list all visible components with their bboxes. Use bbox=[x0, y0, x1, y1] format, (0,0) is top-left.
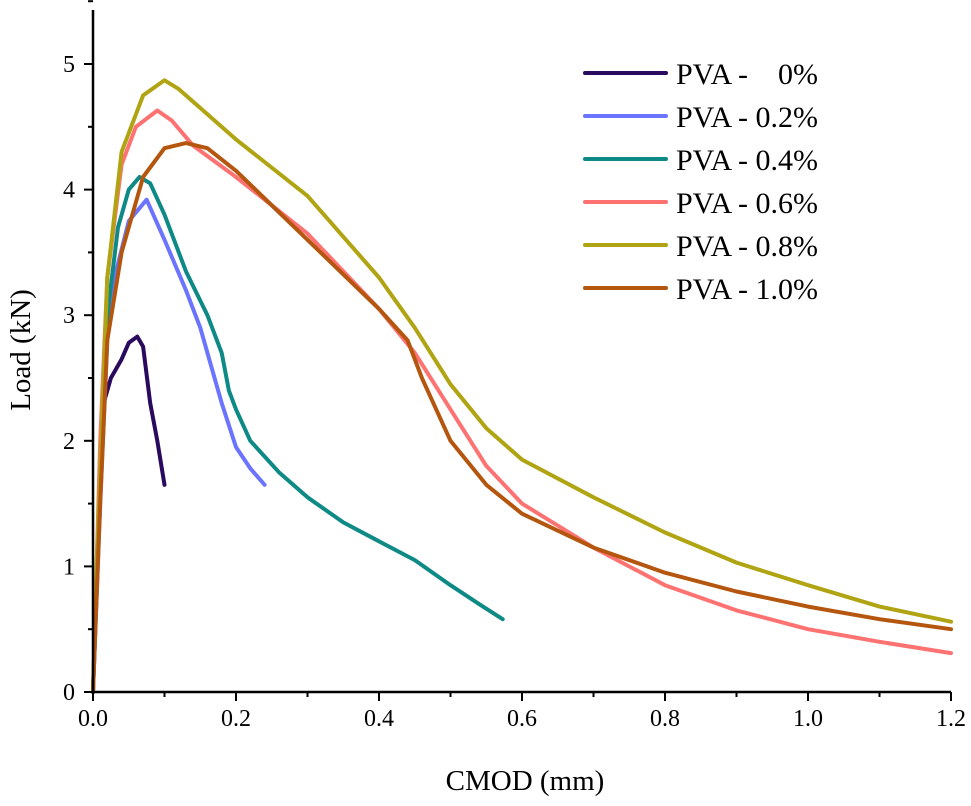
x-tick-label: 0.0 bbox=[78, 706, 108, 732]
series-line-5 bbox=[91, 141, 953, 694]
x-axis-label: CMOD (mm) bbox=[446, 765, 605, 797]
legend-label: PVA - 0% bbox=[676, 58, 818, 91]
tick-labels: 0.0 0.2 0.4 0.6 0.8 1.0 1.2 0 1 2 3 4 5 bbox=[63, 52, 966, 732]
y-tick-label: 4 bbox=[63, 178, 75, 204]
legend-item: PVA - 0.4% bbox=[583, 144, 818, 177]
legend-item: PVA - 0.8% bbox=[583, 230, 818, 263]
x-tick-label: 0.4 bbox=[364, 706, 394, 732]
legend-label: PVA - 0.6% bbox=[676, 187, 818, 220]
y-tick-label: 5 bbox=[63, 52, 75, 78]
series-line-4 bbox=[91, 78, 953, 694]
y-tick-label: 0 bbox=[63, 680, 75, 706]
series-line-2 bbox=[91, 175, 505, 694]
y-tick-label: 2 bbox=[63, 429, 75, 455]
series-layer bbox=[91, 78, 953, 694]
legend-item: PVA - 0% bbox=[583, 58, 818, 91]
x-tick-label: 0.8 bbox=[650, 706, 680, 732]
legend-item: PVA - 1.0% bbox=[583, 273, 818, 306]
legend-label: PVA - 0.8% bbox=[676, 230, 818, 263]
x-tick-label: 0.6 bbox=[507, 706, 537, 732]
x-tick-label: 1.0 bbox=[793, 706, 823, 732]
legend: PVA - 0% PVA - 0.2% PVA - 0.4% PVA - 0.6% PV… bbox=[583, 58, 818, 306]
x-tick-label: 0.2 bbox=[221, 706, 251, 732]
y-axis-label: Load (kN) bbox=[5, 289, 37, 411]
y-tick-label: 3 bbox=[63, 303, 75, 329]
legend-label: PVA - 1.0% bbox=[676, 273, 818, 306]
legend-item: PVA - 0.6% bbox=[583, 187, 818, 220]
axes bbox=[84, 0, 952, 701]
legend-item: PVA - 0.2% bbox=[583, 101, 818, 134]
legend-label: PVA - 0.2% bbox=[676, 101, 818, 134]
y-tick-label: 1 bbox=[63, 554, 75, 580]
x-tick-label: 1.2 bbox=[936, 706, 966, 732]
legend-label: PVA - 0.4% bbox=[676, 144, 818, 177]
